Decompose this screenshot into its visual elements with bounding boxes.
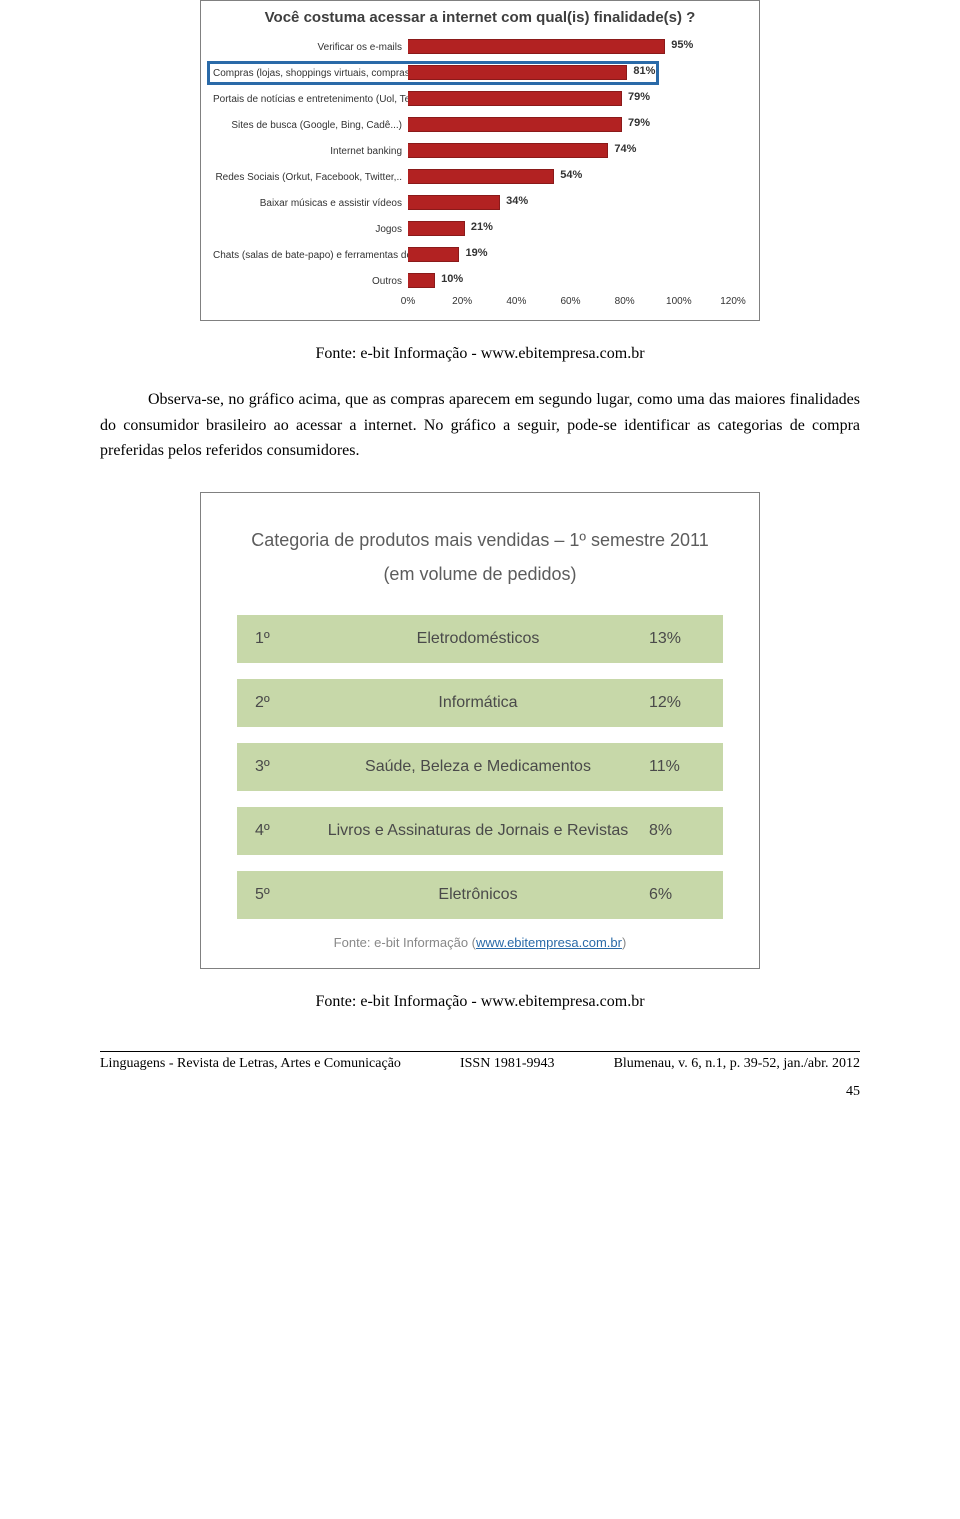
chart1-bar: [408, 273, 435, 288]
table-percent: 12%: [649, 694, 723, 712]
chart1-row: Compras (lojas, shoppings virtuais, comp…: [213, 60, 747, 86]
chart1-value-label: 21%: [471, 221, 493, 233]
chart1-bar: [408, 169, 554, 184]
body-paragraph: Observa-se, no gráfico acima, que as com…: [100, 387, 860, 464]
chart1-bar: [408, 91, 622, 106]
footer-issue: Blumenau, v. 6, n.1, p. 39-52, jan./abr.…: [614, 1056, 860, 1072]
page-number: 45: [100, 1084, 860, 1100]
chart1-category-label: Baixar músicas e assistir vídeos: [213, 198, 408, 209]
table-source-suffix: ): [622, 935, 626, 950]
table-rank: 4º: [237, 822, 307, 840]
table-rank: 5º: [237, 886, 307, 904]
internet-purpose-chart: Você costuma acessar a internet com qual…: [200, 0, 760, 321]
table-category: Livros e Assinaturas de Jornais e Revist…: [307, 822, 649, 840]
chart1-bar: [408, 247, 459, 262]
table-percent: 8%: [649, 822, 723, 840]
top-categories-table: Categoria de produtos mais vendidas – 1º…: [200, 492, 760, 969]
chart1-category-label: Sites de busca (Google, Bing, Cadê...): [213, 120, 408, 131]
chart1-plot-area: 79%: [408, 86, 733, 112]
footer-rule: [100, 1051, 860, 1052]
chart1-value-label: 79%: [628, 117, 650, 129]
table-caption: Fonte: e-bit Informação - www.ebitempres…: [100, 993, 860, 1011]
chart1-category-label: Internet banking: [213, 146, 408, 157]
chart1-row: Outros 10%: [213, 268, 747, 294]
table-percent: 11%: [649, 758, 723, 776]
table-rank: 1º: [237, 630, 307, 648]
chart1-plot-area: 54%: [408, 164, 733, 190]
chart1-row: Chats (salas de bate-papo) e ferramentas…: [213, 242, 747, 268]
chart1-row: Portais de notícias e entretenimento (Uo…: [213, 86, 747, 112]
chart1-x-axis: 0% 20% 40% 60% 80% 100% 120%: [213, 296, 747, 312]
chart1-bar: [408, 221, 465, 236]
chart1-body: Verificar os e-mails 95% Compras (lojas, s…: [201, 30, 759, 320]
chart1-plot-area: 79%: [408, 112, 733, 138]
chart1-row: Sites de busca (Google, Bing, Cadê...) 79…: [213, 112, 747, 138]
chart1-plot-area: 95%: [408, 34, 733, 60]
chart1-row: Internet banking 74%: [213, 138, 747, 164]
table-category: Saúde, Beleza e Medicamentos: [307, 758, 649, 776]
chart1-category-label: Verificar os e-mails: [213, 42, 408, 53]
chart1-value-label: 19%: [465, 247, 487, 259]
chart1-plot-area: 34%: [408, 190, 733, 216]
table-title-line2: (em volume de pedidos): [383, 564, 576, 584]
table-percent: 6%: [649, 886, 723, 904]
chart1-category-label: Compras (lojas, shoppings virtuais, comp…: [213, 68, 408, 79]
chart1-category-label: Portais de notícias e entretenimento (Uo…: [213, 94, 408, 105]
footer-journal: Linguagens - Revista de Letras, Artes e …: [100, 1056, 401, 1072]
chart1-plot-area: 21%: [408, 216, 733, 242]
chart1-value-label: 81%: [633, 65, 655, 77]
table-title-line1: Categoria de produtos mais vendidas – 1º…: [251, 530, 709, 550]
chart1-plot-area: 81%: [408, 60, 733, 86]
chart1-x-tick: 60%: [560, 296, 580, 307]
table-source-prefix: Fonte: e-bit Informação (: [334, 935, 476, 950]
table-row: 5ºEletrônicos6%: [237, 871, 723, 919]
chart1-x-tick: 40%: [506, 296, 526, 307]
chart1-x-tick: 100%: [666, 296, 692, 307]
chart1-bar: [408, 65, 627, 80]
chart1-row: Verificar os e-mails 95%: [213, 34, 747, 60]
table-row: 4ºLivros e Assinaturas de Jornais e Revi…: [237, 807, 723, 855]
chart1-value-label: 95%: [671, 39, 693, 51]
table-row: 1ºEletrodomésticos13%: [237, 615, 723, 663]
chart1-x-tick: 20%: [452, 296, 472, 307]
chart1-plot-area: 10%: [408, 268, 733, 294]
chart1-value-label: 10%: [441, 273, 463, 285]
table-source: Fonte: e-bit Informação (www.ebitempresa…: [237, 935, 723, 950]
table-body: 1ºEletrodomésticos13% 2ºInformática12% 3ºS…: [237, 615, 723, 919]
table-percent: 13%: [649, 630, 723, 648]
table-rank: 2º: [237, 694, 307, 712]
chart1-bar: [408, 195, 500, 210]
footer-line: Linguagens - Revista de Letras, Artes e …: [100, 1056, 860, 1072]
chart1-value-label: 34%: [506, 195, 528, 207]
chart1-value-label: 79%: [628, 91, 650, 103]
chart1-value-label: 74%: [614, 143, 636, 155]
chart1-category-label: Chats (salas de bate-papo) e ferramentas…: [213, 250, 408, 261]
table-row: 2ºInformática12%: [237, 679, 723, 727]
chart1-value-label: 54%: [560, 169, 582, 181]
table-title: Categoria de produtos mais vendidas – 1º…: [237, 523, 723, 591]
table-category: Eletrodomésticos: [307, 630, 649, 648]
chart1-row: Jogos 21%: [213, 216, 747, 242]
chart1-plot-area: 19%: [408, 242, 733, 268]
table-row: 3ºSaúde, Beleza e Medicamentos11%: [237, 743, 723, 791]
chart1-title: Você costuma acessar a internet com qual…: [201, 1, 759, 30]
table-rank: 3º: [237, 758, 307, 776]
chart1-row: Baixar músicas e assistir vídeos 34%: [213, 190, 747, 216]
chart1-category-label: Redes Sociais (Orkut, Facebook, Twitter,…: [213, 172, 408, 183]
chart1-category-label: Outros: [213, 276, 408, 287]
footer-issn: ISSN 1981-9943: [460, 1056, 555, 1072]
chart1-plot-area: 74%: [408, 138, 733, 164]
chart1-x-tick: 0%: [401, 296, 415, 307]
table-category: Eletrônicos: [307, 886, 649, 904]
table-category: Informática: [307, 694, 649, 712]
chart1-category-label: Jogos: [213, 224, 408, 235]
chart1-caption: Fonte: e-bit Informação - www.ebitempres…: [100, 345, 860, 363]
chart1-bar: [408, 143, 608, 158]
chart1-row: Redes Sociais (Orkut, Facebook, Twitter,…: [213, 164, 747, 190]
chart1-x-tick: 80%: [615, 296, 635, 307]
chart1-x-tick: 120%: [720, 296, 746, 307]
chart1-bar: [408, 39, 665, 54]
chart1-bar: [408, 117, 622, 132]
table-source-link: www.ebitempresa.com.br: [476, 935, 622, 950]
